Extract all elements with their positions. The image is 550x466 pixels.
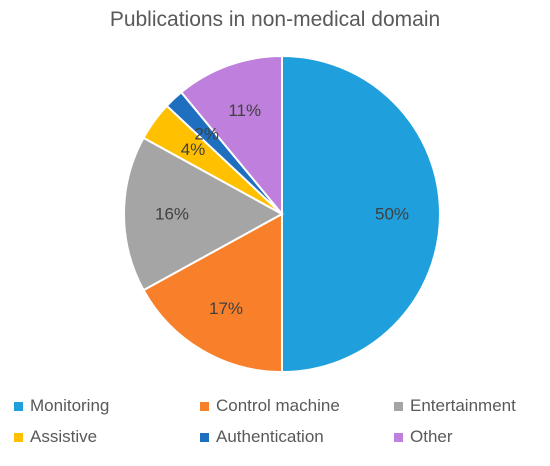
legend-swatch [200,401,209,411]
legend-label: Authentication [216,427,324,446]
pie-slice-entertainment [122,136,285,292]
legend-swatch [394,432,403,442]
legend-label: Other [410,427,453,446]
data-label-authentication: 2% [194,124,219,143]
data-label-other: 11% [228,101,261,120]
data-label-monitoring: 50% [375,205,409,224]
legend-item-control-machine: Control machine [200,396,394,416]
legend-swatch [14,401,23,411]
data-label-control-machine: 17% [209,299,243,318]
data-label-entertainment: 16% [155,205,189,224]
legend-swatch [14,432,23,442]
legend-swatch [200,432,209,442]
legend-label: Assistive [30,427,98,446]
legend-label: Control machine [216,396,340,415]
legend-item-authentication: Authentication [200,427,394,447]
legend: Monitoring Control machine Entertainment As… [14,396,550,447]
legend-item-entertainment: Entertainment [394,396,550,416]
legend-item-monitoring: Monitoring [14,396,200,416]
pie-slice-control-machine [142,212,283,374]
legend-item-assistive: Assistive [14,427,200,447]
legend-item-other: Other [394,427,550,447]
legend-label: Monitoring [30,396,110,415]
pie-slice-monitoring [281,54,441,374]
chart-title: Publications in non-medical domain [109,8,441,31]
legend-label: Entertainment [410,396,516,415]
pie-slice-other [179,54,283,217]
data-label-assistive: 4% [181,140,206,159]
legend-swatch [394,401,403,411]
